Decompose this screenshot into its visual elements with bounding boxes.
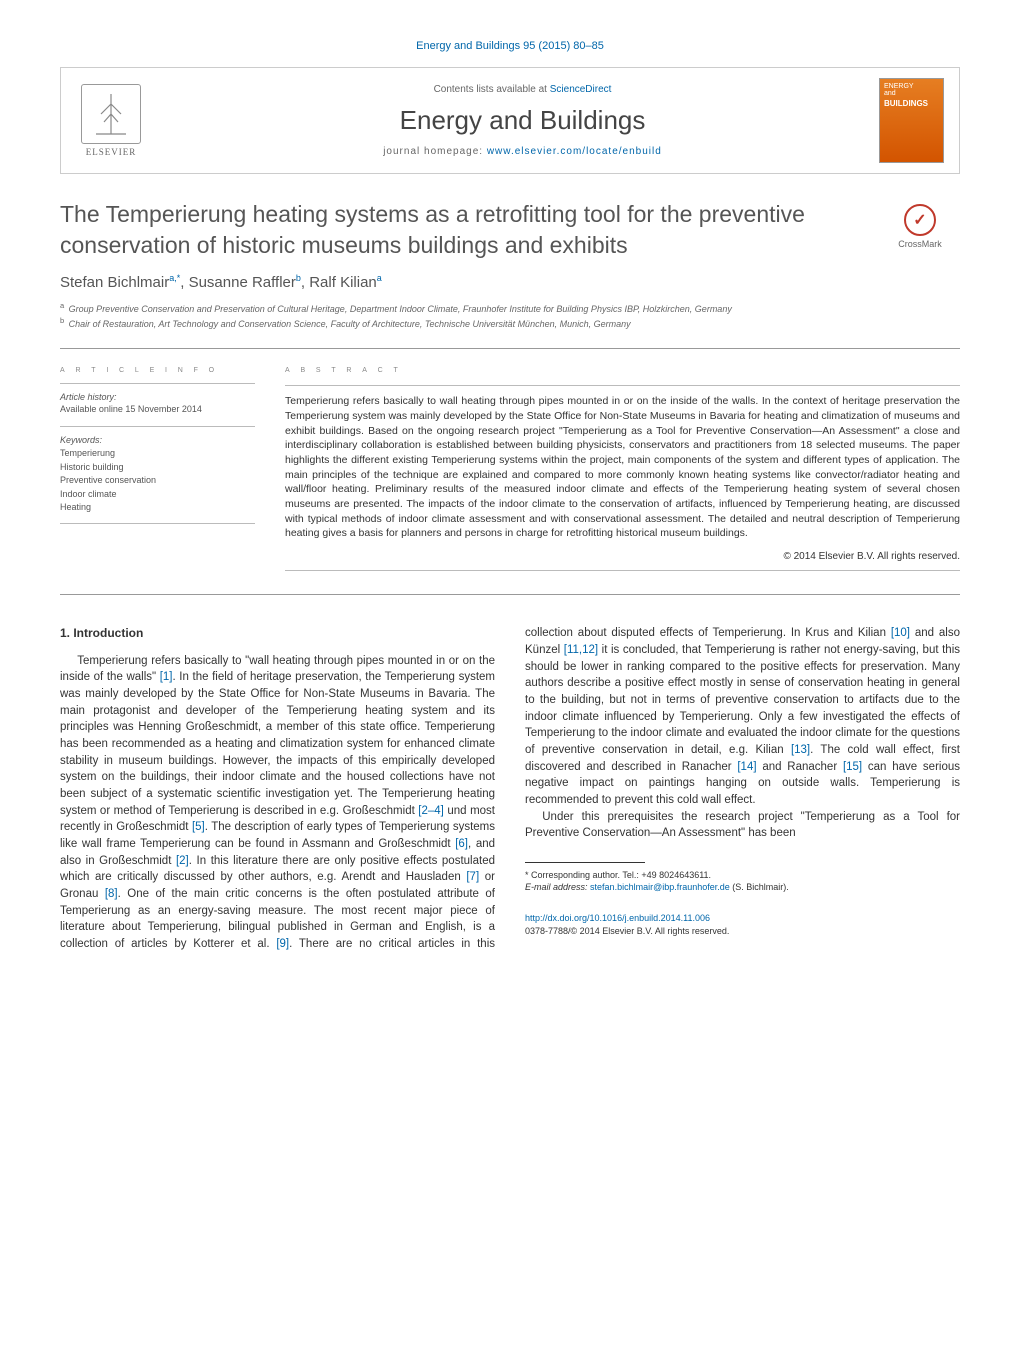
article-info-heading: a r t i c l e i n f o — [60, 364, 255, 375]
info-divider-3 — [60, 523, 255, 524]
abstract-heading: a b s t r a c t — [285, 364, 960, 375]
cover-top-text: ENERGY — [884, 83, 939, 90]
ref-link-15[interactable]: [15] — [843, 761, 862, 773]
corresponding-author: * Corresponding author. Tel.: +49 802464… — [525, 869, 960, 882]
contents-lists-line: Contents lists available at ScienceDirec… — [166, 84, 879, 95]
info-abstract-row: a r t i c l e i n f o Article history: A… — [60, 364, 960, 579]
authors-line: Stefan Bichlmaira,*, Susanne Rafflerb, R… — [60, 273, 960, 291]
email-who: (S. Bichlmair). — [732, 882, 789, 892]
keywords-label: Keywords: — [60, 435, 255, 445]
abstract-copyright: © 2014 Elsevier B.V. All rights reserved… — [285, 551, 960, 562]
abstract-text: Temperierung refers basically to wall he… — [285, 394, 960, 541]
ref-link-1[interactable]: [1] — [160, 671, 173, 683]
doi-link[interactable]: http://dx.doi.org/10.1016/j.enbuild.2014… — [525, 913, 710, 923]
footnote-divider — [525, 862, 645, 863]
journal-name: Energy and Buildings — [166, 105, 879, 136]
ref-link-7[interactable]: [7] — [466, 871, 479, 883]
sciencedirect-link[interactable]: ScienceDirect — [550, 84, 612, 95]
keyword-item: Temperierung — [60, 447, 255, 461]
info-divider-2 — [60, 426, 255, 427]
body-text: 1. Introduction Temperierung refers basi… — [60, 625, 960, 952]
homepage-line: journal homepage: www.elsevier.com/locat… — [166, 146, 879, 157]
section-divider — [60, 348, 960, 349]
body-divider — [60, 594, 960, 595]
article-history-label: Article history: — [60, 392, 255, 402]
homepage-link[interactable]: www.elsevier.com/locate/enbuild — [487, 146, 662, 157]
ref-link-8[interactable]: [8] — [105, 888, 118, 900]
article-title: The Temperierung heating systems as a re… — [60, 199, 960, 261]
article-history-text: Available online 15 November 2014 — [60, 404, 255, 414]
ref-link-2-4[interactable]: [2–4] — [418, 805, 444, 817]
article-info-column: a r t i c l e i n f o Article history: A… — [60, 364, 255, 579]
elsevier-logo[interactable]: ELSEVIER — [76, 78, 146, 163]
ref-link-11-12[interactable]: [11,12] — [564, 644, 598, 656]
crossmark-badge[interactable]: CrossMark — [880, 204, 960, 249]
cover-main-text: BUILDINGS — [884, 99, 939, 108]
issn-copyright: 0378-7788/© 2014 Elsevier B.V. All right… — [525, 926, 729, 936]
abstract-divider-2 — [285, 570, 960, 571]
header-center: Contents lists available at ScienceDirec… — [166, 84, 879, 157]
keyword-item: Preventive conservation — [60, 474, 255, 488]
abstract-column: a b s t r a c t Temperierung refers basi… — [285, 364, 960, 579]
keyword-item: Heating — [60, 501, 255, 515]
info-divider — [60, 383, 255, 384]
email-link[interactable]: stefan.bichlmair@ibp.fraunhofer.de — [590, 882, 730, 892]
affiliations-block: a Group Preventive Conservation and Pres… — [60, 301, 960, 330]
journal-header: ELSEVIER Contents lists available at Sci… — [60, 67, 960, 174]
section-1-heading: 1. Introduction — [60, 625, 495, 642]
ref-link-2[interactable]: [2] — [176, 855, 189, 867]
journal-cover-thumbnail[interactable]: ENERGY and BUILDINGS — [879, 78, 944, 163]
keyword-item: Indoor climate — [60, 488, 255, 502]
column-footer: * Corresponding author. Tel.: +49 802464… — [525, 862, 960, 937]
email-line: E-mail address: stefan.bichlmair@ibp.fra… — [525, 881, 960, 894]
crossmark-icon — [904, 204, 936, 236]
journal-reference: Energy and Buildings 95 (2015) 80–85 — [60, 40, 960, 52]
ref-link-13[interactable]: [13] — [791, 744, 810, 756]
ref-link-14[interactable]: [14] — [737, 761, 756, 773]
keywords-list: TemperierungHistoric buildingPreventive … — [60, 447, 255, 515]
ref-link-9[interactable]: [9] — [276, 938, 289, 950]
contents-prefix: Contents lists available at — [434, 84, 550, 95]
body-para-3: Under this prerequisites the research pr… — [525, 809, 960, 842]
ref-link-5[interactable]: [5] — [192, 821, 205, 833]
ref-link-10[interactable]: [10] — [891, 627, 910, 639]
keyword-item: Historic building — [60, 461, 255, 475]
ref-link-6[interactable]: [6] — [455, 838, 468, 850]
abstract-divider — [285, 385, 960, 386]
elsevier-label: ELSEVIER — [86, 147, 137, 157]
email-label: E-mail address: — [525, 882, 588, 892]
cover-and-text: and — [884, 90, 939, 97]
footnotes: * Corresponding author. Tel.: +49 802464… — [525, 869, 960, 894]
homepage-prefix: journal homepage: — [383, 146, 487, 157]
crossmark-label: CrossMark — [880, 239, 960, 249]
elsevier-tree-icon — [81, 84, 141, 144]
doi-block: http://dx.doi.org/10.1016/j.enbuild.2014… — [525, 912, 960, 937]
